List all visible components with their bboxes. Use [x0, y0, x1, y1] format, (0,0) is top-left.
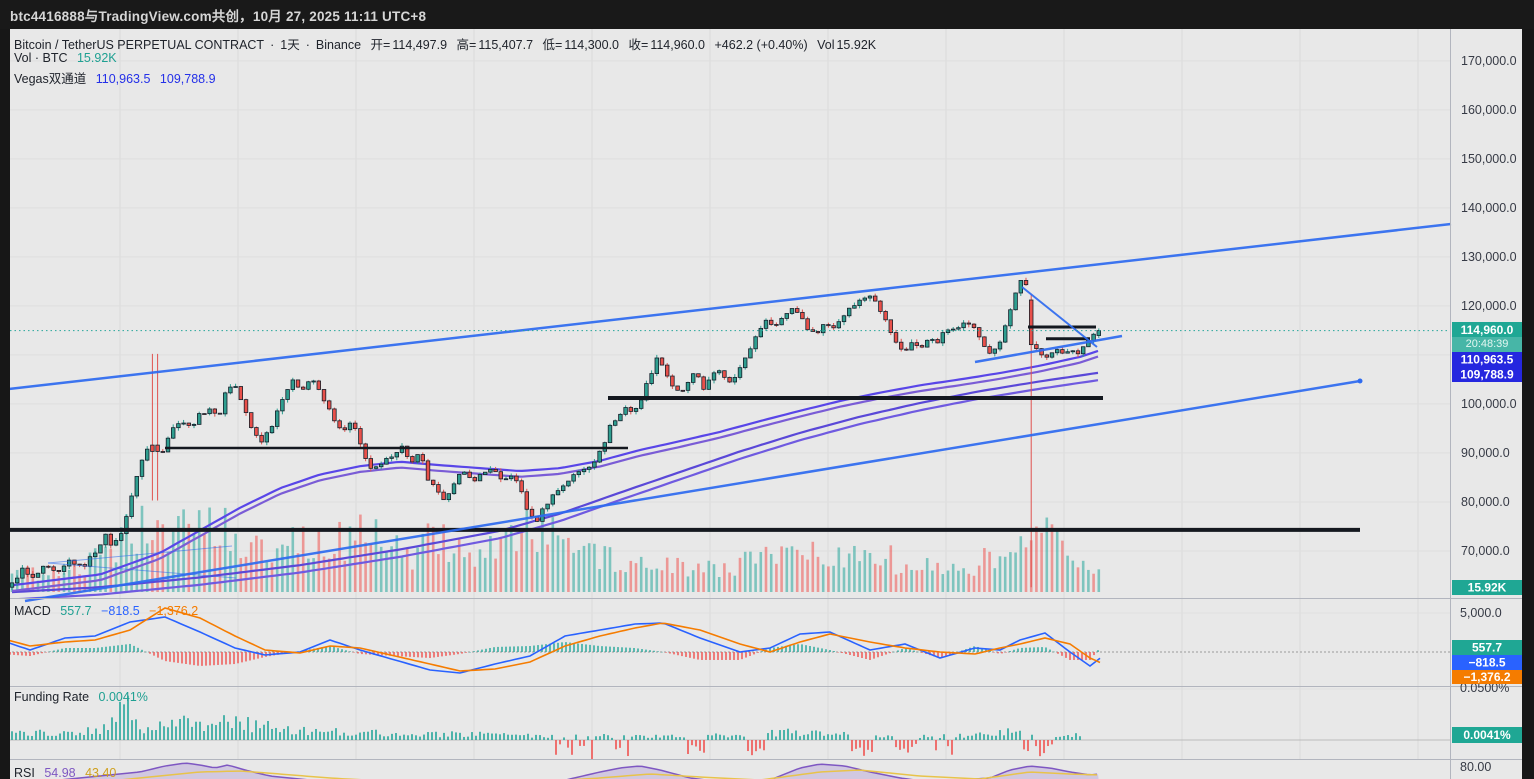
symbol-legend-row[interactable]: Bitcoin / TetherUS PERPETUAL CONTRACT · 1天…: [14, 34, 882, 53]
vegas-line1-price-label: 110,963.5: [1452, 352, 1522, 367]
price-tick-label: 160,000.0: [1461, 103, 1517, 117]
svg-text:109,788.9: 109,788.9: [1460, 368, 1514, 382]
page-margin-left: [0, 29, 10, 779]
vegas-indicator-label[interactable]: Vegas双通道: [14, 72, 87, 86]
funding-axis-label: 0.0041%: [1452, 727, 1522, 743]
high-label: 高=: [456, 38, 477, 52]
volume-indicator-value: 15.92K: [76, 51, 117, 65]
svg-text:114,960.0: 114,960.0: [1461, 323, 1514, 337]
trendlines[interactable]: [0, 222, 1452, 603]
funding-pane: [0, 695, 1450, 759]
price-tick-label: 140,000.0: [1461, 201, 1517, 215]
volume-indicator-label[interactable]: Vol · BTC: [14, 51, 68, 65]
price-tick-label: 90,000.0: [1461, 446, 1510, 460]
vegas-value-1: 110,963.5: [95, 72, 151, 86]
symbol-title[interactable]: Bitcoin / TetherUS PERPETUAL CONTRACT: [14, 38, 265, 52]
channel-upper[interactable]: [0, 222, 1452, 392]
macd-hist-axis-label: 557.7: [1452, 640, 1522, 655]
pane-tick-label: 80.00: [1460, 760, 1491, 774]
macd-pane: [0, 607, 1450, 674]
low-value: 114,300.0: [564, 38, 620, 52]
macd-signal-axis-label: −1,376.2: [1452, 670, 1522, 684]
svg-text:15.92K: 15.92K: [1468, 581, 1507, 595]
timeframe-label[interactable]: 1天: [280, 38, 300, 52]
svg-text:−1,376.2: −1,376.2: [1463, 670, 1510, 684]
close-value: 114,960.0: [650, 38, 705, 52]
volume-value: 15.92K: [836, 38, 877, 52]
macd-signal-value: −1,376.2: [149, 604, 199, 618]
legend-sep: ·: [270, 38, 275, 52]
exchange-label: Binance: [315, 38, 362, 52]
pane-tick-label: 5,000.0: [1460, 606, 1502, 620]
grid: [0, 29, 1450, 759]
price-tick-label: 120,000.0: [1461, 299, 1517, 313]
svg-text:557.7: 557.7: [1472, 641, 1502, 655]
low-label: 低=: [542, 38, 563, 52]
current-price-label: 114,960.020:48:39: [1452, 322, 1522, 352]
high-value: 115,407.7: [478, 38, 534, 52]
macd-line-axis-label: −818.5: [1452, 655, 1522, 670]
mini-wedge-b[interactable]: [47, 562, 237, 579]
rsi-indicator-label[interactable]: RSI: [14, 766, 35, 779]
chart-header-bar: btc4416888与TradingView.com共创，10月 27, 202…: [0, 0, 1534, 29]
channel-lower[interactable]: [24, 379, 1361, 603]
pane-separators[interactable]: [0, 29, 1534, 779]
rsi-pane: [62, 762, 1099, 779]
macd-legend-row[interactable]: MACD 557.7 −818.5 −1,376.2: [14, 604, 204, 618]
rsi-value: 54.98: [44, 766, 76, 779]
volume-legend-row[interactable]: Vol · BTC 15.92K: [14, 51, 123, 65]
vegas-line2-price-label: 109,788.9: [1452, 367, 1522, 382]
open-value: 114,497.9: [392, 38, 448, 52]
macd-indicator-label[interactable]: MACD: [14, 604, 51, 618]
macd-hist-value: 557.7: [60, 604, 92, 618]
pennant-lower[interactable]: [974, 334, 1123, 364]
vegas-legend-row[interactable]: Vegas双通道 110,963.5 109,788.9: [14, 68, 222, 87]
funding-indicator-label[interactable]: Funding Rate: [14, 690, 90, 704]
price-tick-label: 170,000.0: [1461, 54, 1517, 68]
macd-line-value: −818.5: [101, 604, 140, 618]
rsi-ma-value: 43.40: [85, 766, 117, 779]
page-margin-right: [1522, 29, 1534, 779]
volume-axis-label: 15.92K: [1452, 580, 1522, 595]
svg-text:−818.5: −818.5: [1468, 656, 1505, 670]
price-axis[interactable]: 170,000.0 160,000.0 150,000.0 140,000.0 130,…: [1452, 54, 1522, 774]
price-tick-label: 70,000.0: [1461, 544, 1510, 558]
pane-tick-label: 0.0500%: [1460, 681, 1509, 695]
rsi-legend-row[interactable]: RSI 54.98 43.40: [14, 766, 122, 779]
price-tick-label: 100,000.0: [1461, 397, 1517, 411]
volume-label: Vol: [817, 38, 835, 52]
funding-legend-row[interactable]: Funding Rate 0.0041%: [14, 690, 154, 704]
mini-wedge-a[interactable]: [47, 545, 233, 564]
chart-attribution-title: btc4416888与TradingView.com共创，10月 27, 202…: [10, 8, 427, 24]
close-label: 收=: [628, 38, 649, 52]
change-value: +462.2 (+0.40%): [714, 38, 808, 52]
svg-text:0.0041%: 0.0041%: [1463, 728, 1511, 742]
candles: [9, 277, 1101, 590]
svg-text:20:48:39: 20:48:39: [1466, 338, 1509, 350]
funding-value: 0.0041%: [98, 690, 148, 704]
price-tick-label: 80,000.0: [1461, 495, 1510, 509]
vegas-tunnel-lines: [11, 349, 1099, 598]
price-tick-label: 150,000.0: [1461, 152, 1517, 166]
svg-text:110,963.5: 110,963.5: [1461, 353, 1514, 367]
legend-sep: ·: [305, 38, 310, 52]
pennant-upper[interactable]: [1021, 286, 1098, 348]
open-label: 开=: [370, 38, 391, 52]
vegas-value-2: 109,788.9: [159, 72, 216, 86]
price-tick-label: 130,000.0: [1461, 250, 1517, 264]
support-resistance-levels[interactable]: [0, 325, 1360, 532]
